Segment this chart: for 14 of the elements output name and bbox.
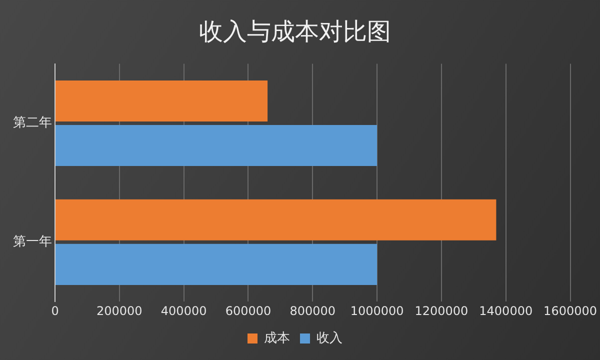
x-tick-label: 1200000: [414, 304, 468, 318]
chart-title: 收入与成本对比图: [199, 18, 391, 46]
x-tick-label: 0: [51, 304, 59, 318]
x-tick-label: 600000: [225, 304, 272, 318]
y-tick-label: 第二年: [13, 116, 52, 131]
x-tick-label: 1400000: [479, 304, 533, 318]
x-tick-label: 1600000: [544, 304, 598, 318]
x-tick-label: 1000000: [350, 304, 404, 318]
legend-label: 收入: [316, 330, 342, 346]
x-tick-label: 200000: [96, 304, 142, 318]
x-tick-label: 800000: [290, 304, 336, 318]
x-tick-label: 400000: [160, 304, 207, 318]
legend-label: 成本: [264, 330, 290, 346]
y-tick-label: 第一年: [13, 234, 52, 250]
